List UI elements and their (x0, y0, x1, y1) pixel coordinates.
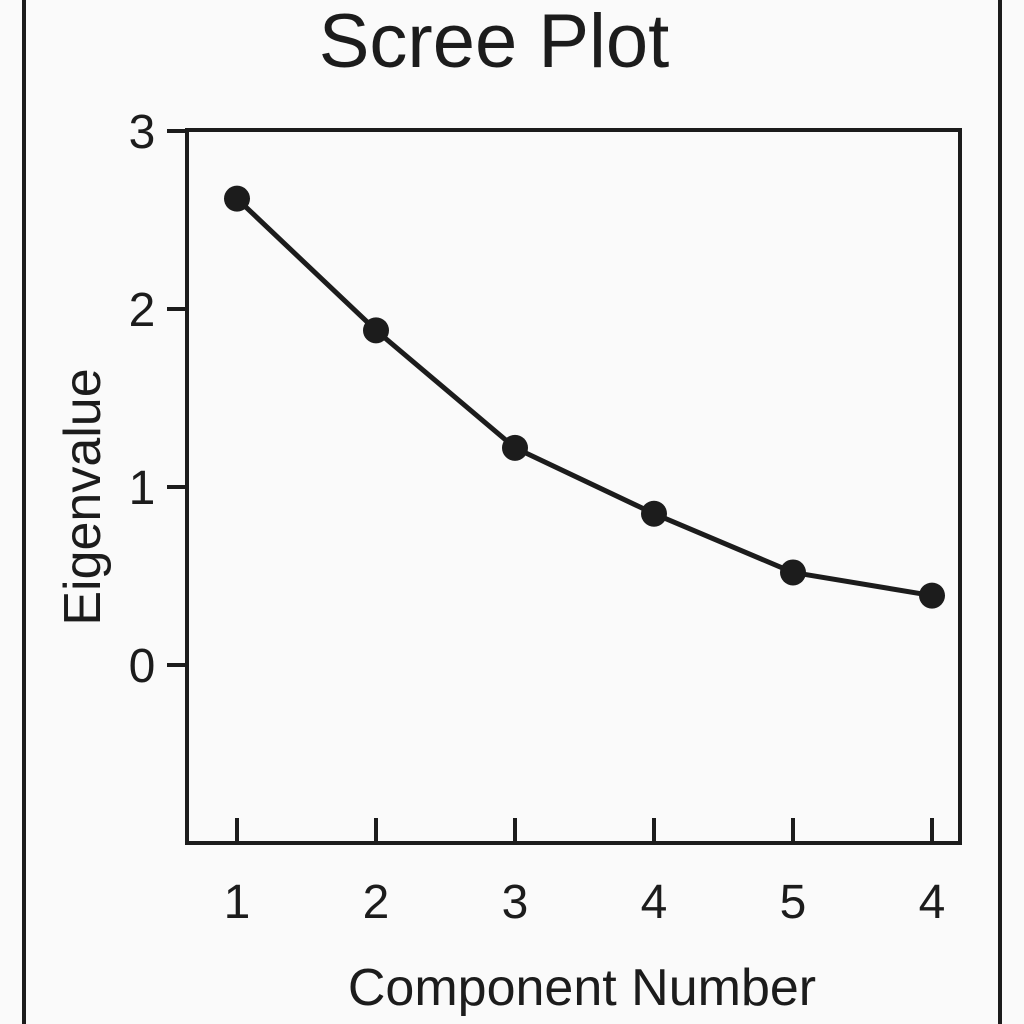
data-point-4 (641, 500, 667, 527)
y-tick-label-0: 0 (129, 640, 156, 693)
y-tick-label-3: 3 (129, 106, 156, 159)
x-tick-label-5: 5 (780, 876, 807, 929)
x-tick-label-4: 4 (641, 876, 668, 929)
x-tick-label-3: 3 (502, 876, 529, 929)
data-point-5 (780, 559, 806, 586)
data-point-6 (919, 582, 945, 609)
y-tick-label-2: 2 (129, 284, 156, 337)
x-axis-ticks: 1 2 3 4 5 4 (224, 818, 946, 929)
x-tick-label-1: 1 (224, 876, 251, 929)
data-point-3 (502, 434, 528, 461)
x-axis-label: Component Number (348, 959, 816, 1017)
y-tick-label-1: 1 (129, 462, 156, 515)
chart-title: Scree Plot (319, 0, 670, 84)
y-axis-ticks: 0 1 2 3 (129, 106, 187, 693)
x-tick-label-6: 4 (919, 876, 946, 929)
series-eigenvalues (224, 185, 945, 609)
data-point-2 (363, 317, 389, 344)
x-tick-label-2: 2 (363, 876, 390, 929)
series-line (234, 196, 935, 599)
y-axis-label: Eigenvalue (54, 368, 112, 625)
data-point-1 (224, 185, 250, 212)
